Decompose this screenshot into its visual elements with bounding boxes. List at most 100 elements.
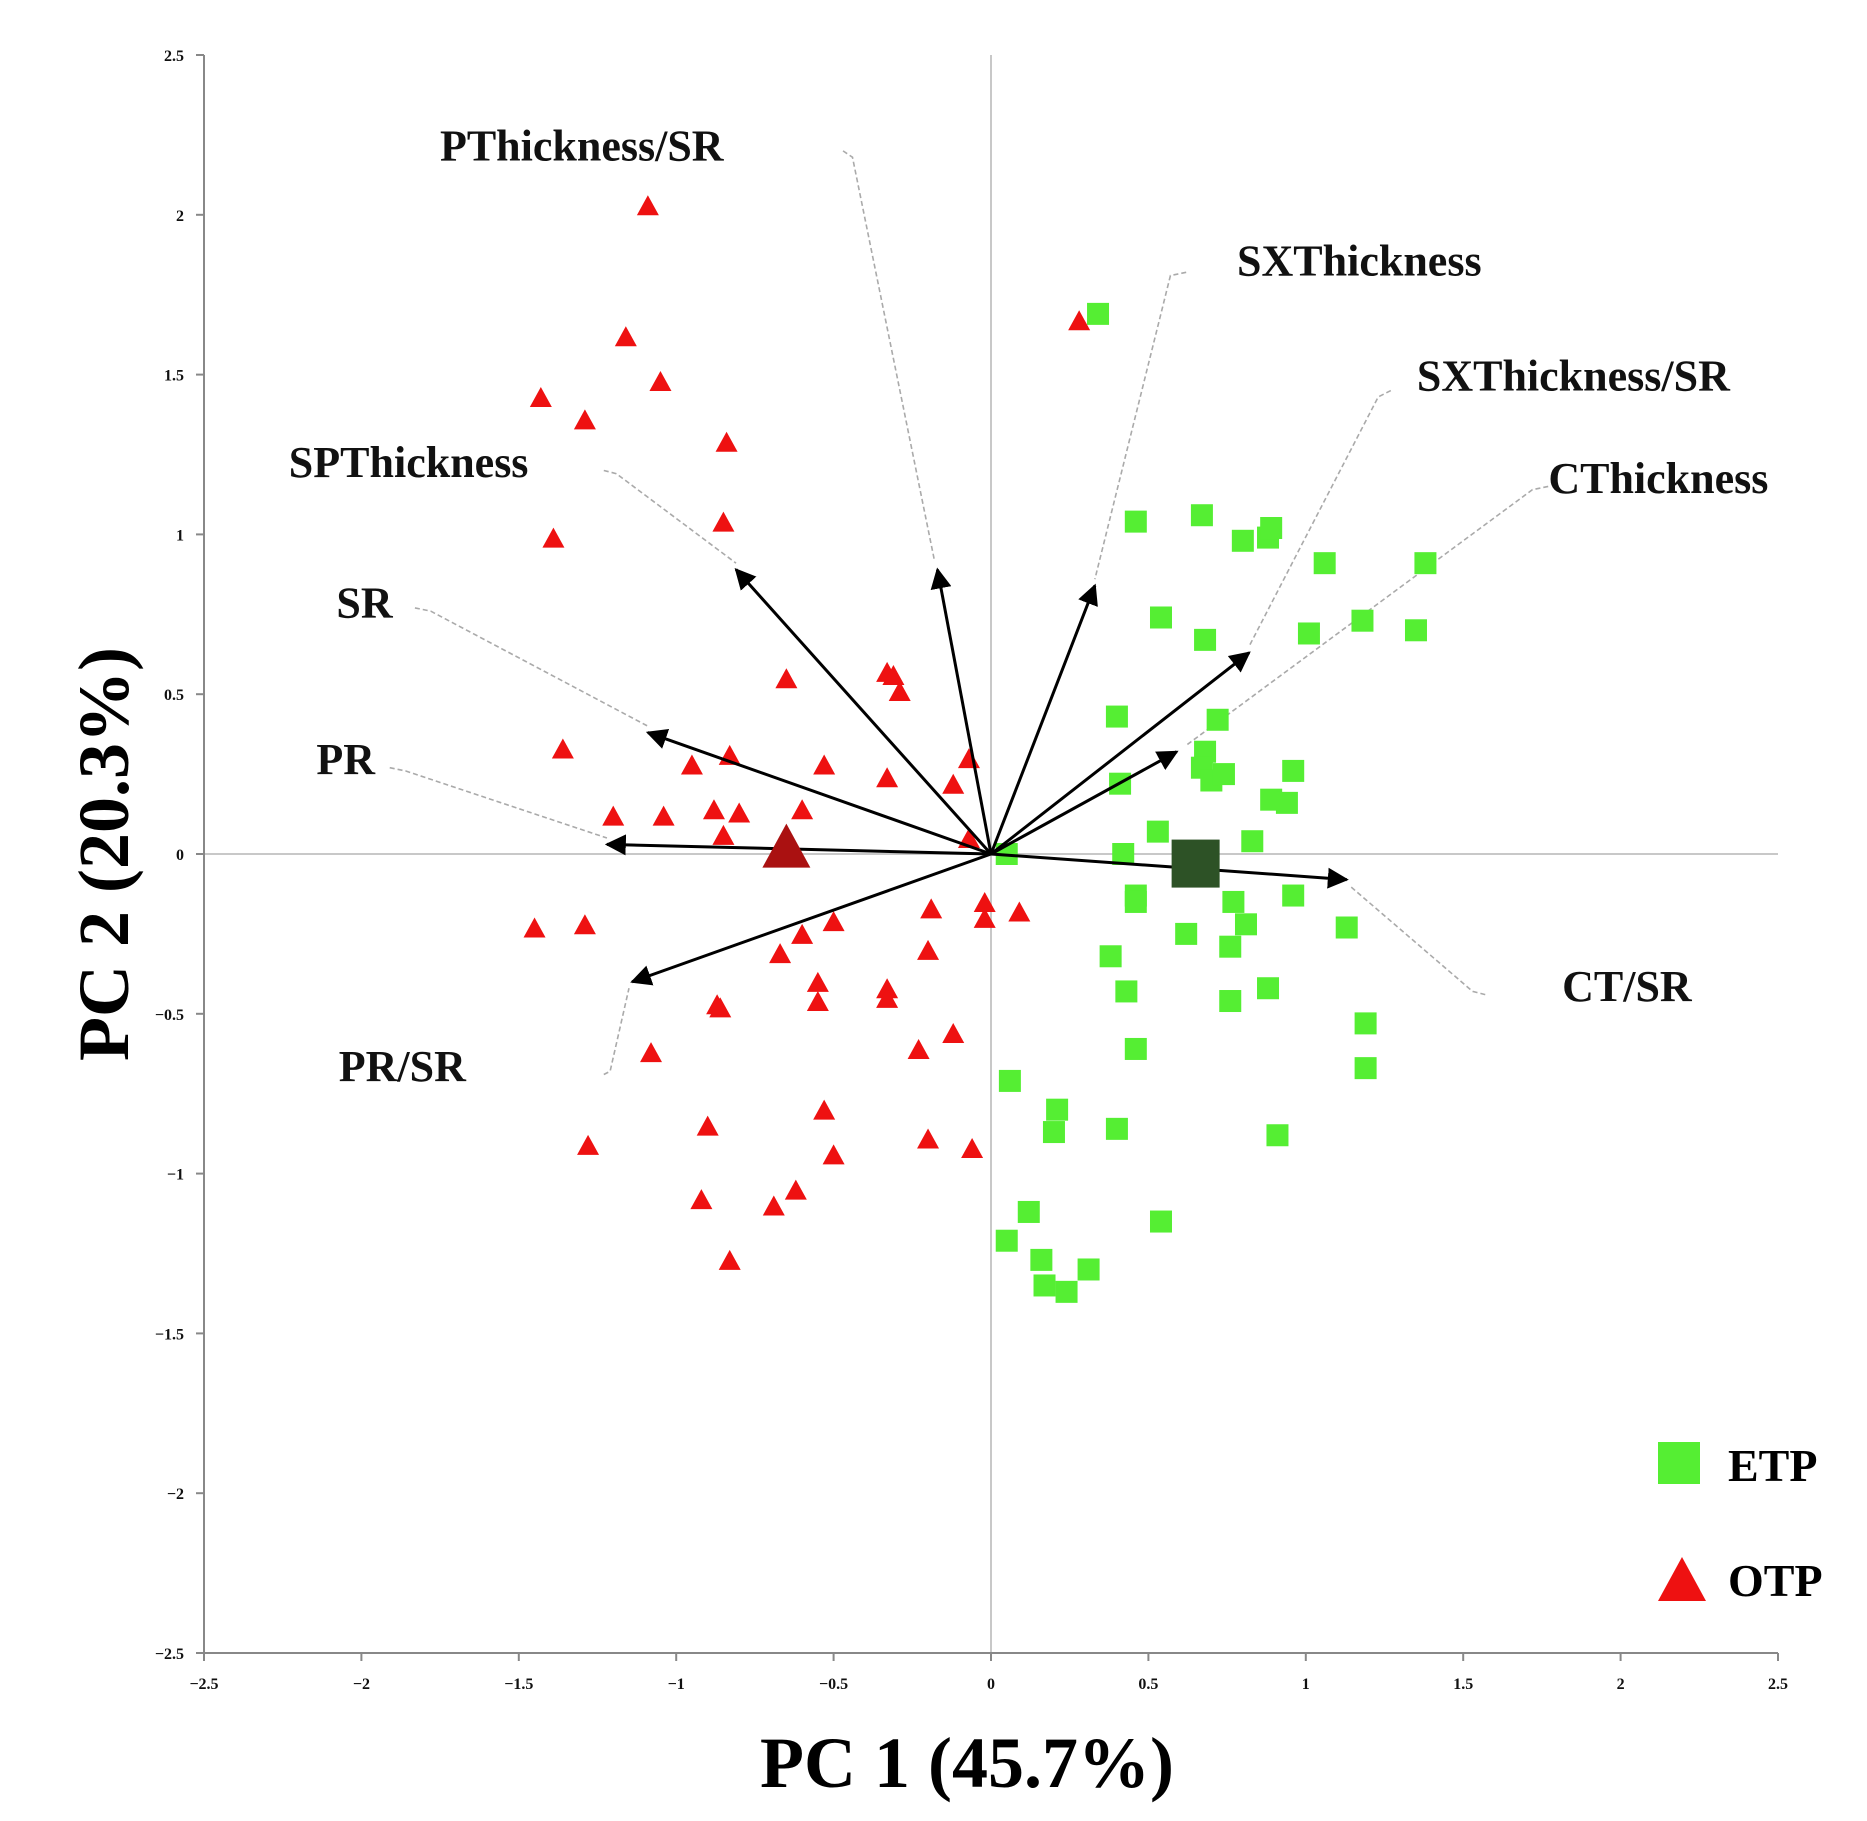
otp-point	[791, 923, 814, 944]
y-tick-label: −2	[167, 1486, 184, 1503]
loading-arrow	[990, 651, 1251, 856]
etp-point	[1260, 517, 1283, 540]
otp-point	[917, 1128, 940, 1149]
otp-point	[718, 1249, 741, 1270]
etp-point	[1046, 1098, 1069, 1121]
otp-point	[690, 1189, 713, 1210]
etp-point	[1282, 759, 1305, 782]
otp-point	[523, 917, 546, 938]
etp-point	[1149, 1210, 1172, 1233]
etp-point	[1266, 1124, 1289, 1147]
x-tick-label: 0.5	[1138, 1676, 1158, 1693]
otp-point	[602, 805, 625, 826]
y-tick-label: 1.5	[164, 368, 184, 385]
etp-point	[1175, 922, 1198, 945]
y-tick-label: 0.5	[164, 687, 184, 704]
etp-point	[1313, 552, 1336, 575]
loading-label: CT/SR	[1562, 962, 1693, 1011]
etp-point	[1297, 622, 1320, 645]
loading-labels: PThickness/SR SXThickness SXThickness/SR CT…	[289, 121, 1769, 1090]
otp-point	[652, 805, 675, 826]
otp-point	[942, 1022, 965, 1043]
otp-point	[712, 824, 735, 845]
otp-point	[791, 799, 814, 820]
loading-label: CThickness	[1548, 454, 1768, 503]
otp-point	[784, 1179, 807, 1200]
otp-point	[529, 386, 552, 407]
etp-point	[1194, 628, 1217, 651]
loading-arrow	[989, 583, 1098, 855]
y-tick-label: −0.5	[155, 1007, 184, 1024]
etp-point	[1030, 1248, 1053, 1271]
loading-label: SR	[336, 578, 393, 627]
x-tick-label: 2.5	[1768, 1676, 1788, 1693]
etp-point	[1231, 529, 1254, 552]
otp-centroid	[762, 823, 811, 868]
loading-label: PThickness/SR	[440, 121, 725, 170]
etp-point	[1087, 302, 1110, 325]
otp-point	[876, 767, 899, 788]
otp-point	[822, 1144, 845, 1165]
etp-centroid	[1171, 839, 1220, 888]
y-tick-label: −1	[167, 1167, 184, 1184]
y-tick-label: 2	[176, 208, 184, 225]
series-otp	[523, 195, 1091, 1270]
etp-point	[1042, 1121, 1065, 1144]
otp-point	[1068, 310, 1091, 331]
etp-point	[1099, 945, 1122, 968]
otp-point	[709, 997, 732, 1018]
etp-point	[1124, 890, 1147, 913]
etp-point	[1149, 606, 1172, 629]
leader-line	[414, 607, 649, 727]
etp-point	[1033, 1274, 1056, 1297]
etp-point	[1190, 504, 1213, 527]
x-tick-label: 0	[987, 1676, 995, 1693]
etp-point	[1115, 980, 1138, 1003]
leader-line	[1185, 485, 1549, 746]
y-tick-label: 0	[176, 847, 184, 864]
x-axis-title: PC 1 (45.7%)	[760, 1723, 1174, 1803]
otp-point	[715, 431, 738, 452]
etp-point	[1275, 791, 1298, 814]
y-tick-label: 1	[176, 527, 184, 544]
x-tick-label: −2	[353, 1676, 370, 1693]
otp-point	[888, 681, 911, 702]
otp-point	[973, 907, 996, 928]
etp-point	[995, 1229, 1018, 1252]
etp-point	[1146, 820, 1169, 843]
otp-point	[775, 668, 798, 689]
otp-point	[882, 665, 905, 686]
etp-point	[1219, 935, 1242, 958]
etp-point	[1257, 977, 1280, 1000]
etp-point	[1354, 1057, 1377, 1080]
otp-point	[762, 1195, 785, 1216]
otp-point	[973, 891, 996, 912]
loading-arrow	[930, 567, 993, 855]
loading-arrow	[990, 852, 1349, 889]
otp-point	[769, 943, 792, 964]
loading-label: SPThickness	[289, 438, 529, 487]
otp-point	[640, 1042, 663, 1063]
otp-point	[573, 914, 596, 935]
etp-point	[1124, 1037, 1147, 1060]
otp-point	[696, 1115, 719, 1136]
etp-point	[1105, 705, 1128, 728]
loading-label: PR/SR	[339, 1042, 467, 1091]
otp-point	[942, 773, 965, 794]
otp-point	[577, 1134, 600, 1155]
x-tick-label: −2.5	[189, 1676, 218, 1693]
x-tick-label: −0.5	[819, 1676, 848, 1693]
etp-point	[1222, 890, 1245, 913]
x-axis-ticks: −2.5 −2 −1.5 −1 −0.5 0 0.5 1 1.5 2 2.5	[189, 1653, 1788, 1693]
legend-etp-swatch	[1658, 1442, 1700, 1484]
legend: ETP OTP	[1658, 1440, 1823, 1606]
leader-line	[603, 988, 630, 1076]
leader-line	[1248, 389, 1392, 647]
y-tick-label: −2.5	[155, 1646, 184, 1663]
loading-label: SXThickness	[1237, 237, 1482, 286]
otp-point	[813, 754, 836, 775]
x-tick-label: −1	[668, 1676, 685, 1693]
etp-point	[1219, 990, 1242, 1013]
leader-line	[389, 766, 608, 839]
